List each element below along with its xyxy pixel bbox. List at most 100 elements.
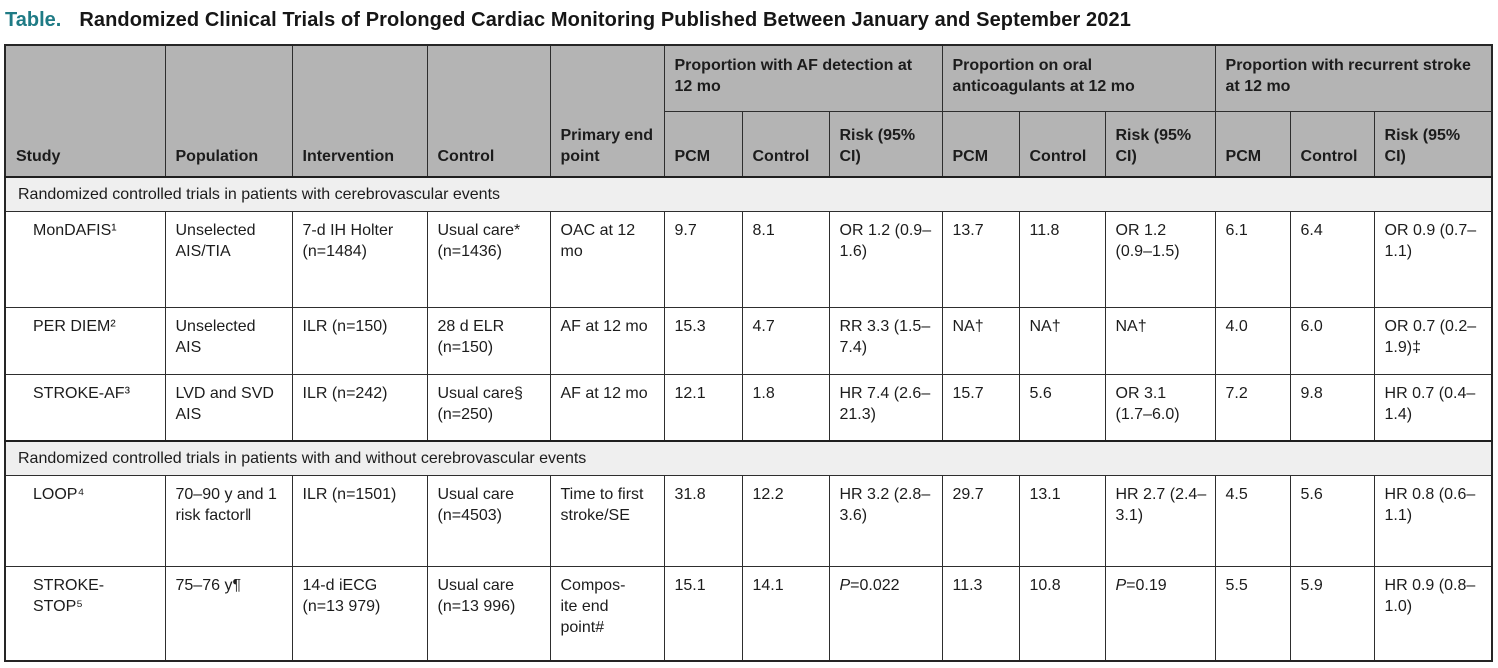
cell-af-risk: OR 1.2 (0.9–1.6) [828,210,943,308]
sub-header-group1-pcm: PCM [663,110,743,178]
cell-control: Usual care§ (n=250) [426,373,551,442]
col-header-intervention: Intervention [291,44,428,178]
cell-stroke-risk: HR 0.8 (0.6–1.1) [1373,474,1493,567]
table-row-per-diem: PER DIEM² Unselected AIS ILR (n=150) 28 d E… [4,306,1493,375]
cell-af-pcm: 31.8 [663,474,743,567]
cell-oac-control: 11.8 [1018,210,1106,308]
cell-af-pcm: 9.7 [663,210,743,308]
sub-header-group3-control: Control [1289,110,1375,178]
cell-oac-risk: OR 1.2 (0.9–1.5) [1104,210,1216,308]
cell-intervention: ILR (n=242) [291,373,428,442]
cell-control: Usual care* (n=1436) [426,210,551,308]
cell-af-control: 4.7 [741,306,830,375]
cell-primary-end-point: Compos- ite end point# [549,565,665,662]
col-header-study: Study [4,44,166,178]
section-label: Randomized controlled trials in patients… [4,440,1493,476]
sub-header-group1-risk-95-ci: Risk (95% CI) [828,110,943,178]
cell-study: LOOP⁴ [4,474,166,567]
table-row-stroke-af: STROKE-AF³ LVD and SVD AIS ILR (n=242) Usua… [4,373,1493,442]
cell-oac-pcm: 29.7 [941,474,1020,567]
sub-header-group2-risk-95-ci: Risk (95% CI) [1104,110,1216,178]
cell-stroke-pcm: 5.5 [1214,565,1291,662]
cell-af-risk: RR 3.3 (1.5–7.4) [828,306,943,375]
cell-stroke-control: 5.9 [1289,565,1375,662]
table-body: Randomized controlled trials in patients… [4,176,1493,662]
cell-stroke-pcm: 4.5 [1214,474,1291,567]
cell-stroke-pcm: 6.1 [1214,210,1291,308]
cell-af-control: 12.2 [741,474,830,567]
cell-stroke-risk: HR 0.7 (0.4–1.4) [1373,373,1493,442]
group-header-proportion-with-af-detection-at-12-mo: Proportion with AF detection at 12 mo [663,44,943,112]
cell-af-pcm: 12.1 [663,373,743,442]
clinical-trials-table: Study Population Intervention Control Primar… [4,44,1494,662]
cell-control: Usual care (n=13 996) [426,565,551,662]
cell-oac-control: 13.1 [1018,474,1106,567]
section-row-1: Randomized controlled trials in patients… [4,176,1493,212]
col-header-control: Control [426,44,551,178]
cell-stroke-pcm: 4.0 [1214,306,1291,375]
cell-intervention: ILR (n=1501) [291,474,428,567]
cell-stroke-control: 6.0 [1289,306,1375,375]
group-header-proportion-with-recurrent-stroke-at-12-mo: Proportion with recurrent stroke at 12 m… [1214,44,1493,112]
section-row-2: Randomized controlled trials in patients… [4,440,1493,476]
cell-stroke-control: 5.6 [1289,474,1375,567]
sub-header-group3-pcm: PCM [1214,110,1291,178]
cell-population: Unselected AIS/TIA [164,210,293,308]
cell-stroke-risk: OR 0.9 (0.7–1.1) [1373,210,1493,308]
cell-intervention: 14-d iECG (n=13 979) [291,565,428,662]
cell-study: STROKE-AF³ [4,373,166,442]
cell-oac-pcm: 11.3 [941,565,1020,662]
cell-oac-risk: P=0.19 [1104,565,1216,662]
table-header: Study Population Intervention Control Primar… [4,44,1493,178]
cell-study: PER DIEM² [4,306,166,375]
cell-af-pcm: 15.1 [663,565,743,662]
table-row-stroke-stop: STROKE- STOP⁵ 75–76 y¶ 14-d iECG (n=13 979… [4,565,1493,662]
cell-stroke-control: 6.4 [1289,210,1375,308]
sub-header-group3-risk-95-ci: Risk (95% CI) [1373,110,1493,178]
cell-population: Unselected AIS [164,306,293,375]
sub-header-group2-pcm: PCM [941,110,1020,178]
table-title: Table. Randomized Clinical Trials of Pro… [0,0,1498,44]
cell-primary-end-point: OAC at 12 mo [549,210,665,308]
cell-af-pcm: 15.3 [663,306,743,375]
cell-population: 70–90 y and 1 risk factor‖ [164,474,293,567]
cell-oac-risk: NA† [1104,306,1216,375]
cell-oac-risk: HR 2.7 (2.4–3.1) [1104,474,1216,567]
cell-stroke-control: 9.8 [1289,373,1375,442]
cell-oac-control: NA† [1018,306,1106,375]
cell-stroke-risk: HR 0.9 (0.8–1.0) [1373,565,1493,662]
cell-study: STROKE- STOP⁵ [4,565,166,662]
cell-stroke-risk: OR 0.7 (0.2–1.9)‡ [1373,306,1493,375]
table-title-text: Randomized Clinical Trials of Prolonged … [79,9,1131,31]
cell-af-control: 1.8 [741,373,830,442]
col-header-primary-end-point: Primary end point [549,44,665,178]
table-title-label: Table. [5,9,62,31]
table-row-loop: LOOP⁴ 70–90 y and 1 risk factor‖ ILR (n=15… [4,474,1493,567]
cell-intervention: ILR (n=150) [291,306,428,375]
cell-oac-pcm: 13.7 [941,210,1020,308]
cell-oac-pcm: NA† [941,306,1020,375]
cell-oac-risk: OR 3.1 (1.7–6.0) [1104,373,1216,442]
cell-af-risk: HR 7.4 (2.6–21.3) [828,373,943,442]
cell-stroke-pcm: 7.2 [1214,373,1291,442]
sub-header-group2-control: Control [1018,110,1106,178]
cell-population: 75–76 y¶ [164,565,293,662]
cell-primary-end-point: AF at 12 mo [549,373,665,442]
sub-header-group1-control: Control [741,110,830,178]
cell-control: 28 d ELR (n=150) [426,306,551,375]
cell-study: MonDAFIS¹ [4,210,166,308]
section-label: Randomized controlled trials in patients… [4,176,1493,212]
cell-af-control: 8.1 [741,210,830,308]
cell-population: LVD and SVD AIS [164,373,293,442]
cell-af-risk: P=0.022 [828,565,943,662]
col-header-population: Population [164,44,293,178]
cell-primary-end-point: Time to first stroke/SE [549,474,665,567]
table-row-mondafis: MonDAFIS¹ Unselected AIS/TIA 7-d IH Holter… [4,210,1493,308]
cell-oac-control: 10.8 [1018,565,1106,662]
cell-oac-pcm: 15.7 [941,373,1020,442]
cell-oac-control: 5.6 [1018,373,1106,442]
group-header-proportion-on-oral-anticoagulants-at-12-mo: Proportion on oral anticoagulants at 12 … [941,44,1216,112]
cell-af-control: 14.1 [741,565,830,662]
cell-af-risk: HR 3.2 (2.8–3.6) [828,474,943,567]
